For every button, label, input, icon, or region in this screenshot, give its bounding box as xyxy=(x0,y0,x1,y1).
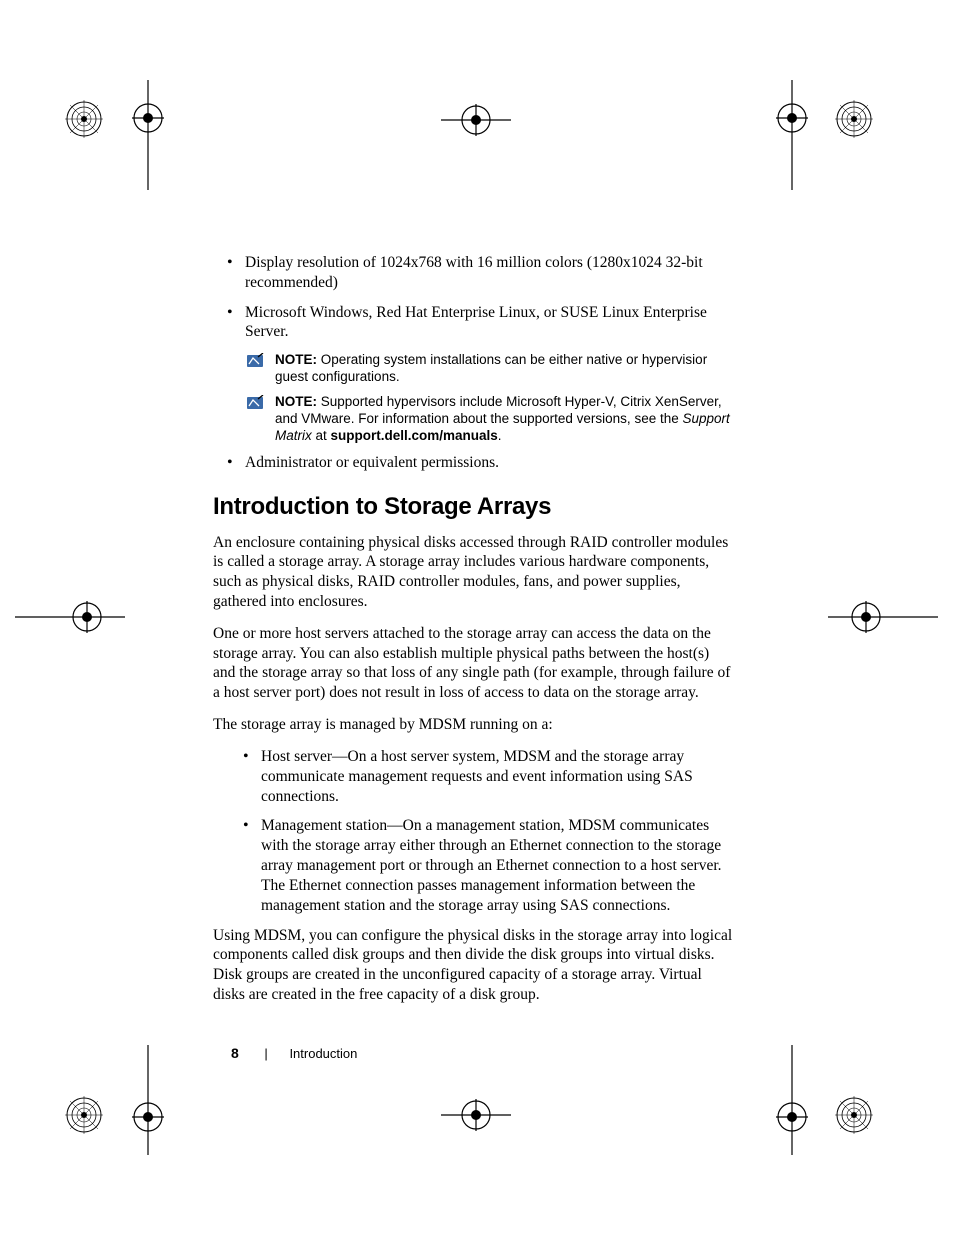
body-paragraph: Using MDSM, you can configure the physic… xyxy=(213,926,735,1005)
regmark-top-right-cross xyxy=(762,80,822,190)
regmark-bot-left-cross xyxy=(118,1045,178,1155)
regmark-top-left-cross xyxy=(118,80,178,190)
regmark-bot-left-target xyxy=(65,1096,103,1134)
note-icon xyxy=(247,353,265,367)
sub-bullet-item: Host server—On a host server system, MDS… xyxy=(213,747,735,806)
regmark-bot-mid-cross xyxy=(441,1088,511,1143)
footer-separator: | xyxy=(264,1046,267,1061)
note-text: Supported hypervisors include Microsoft … xyxy=(275,394,722,426)
regmark-top-mid-cross xyxy=(441,93,511,148)
regmark-top-left-target xyxy=(65,100,103,138)
note-block: NOTE: Operating system installations can… xyxy=(213,352,735,386)
regmark-bot-right-cross xyxy=(762,1045,822,1155)
body-paragraph: One or more host servers attached to the… xyxy=(213,624,735,703)
note-bold: support.dell.com/manuals xyxy=(331,428,498,443)
bullet-item: Microsoft Windows, Red Hat Enterprise Li… xyxy=(213,303,735,343)
footer-chapter: Introduction xyxy=(289,1046,357,1061)
note-text: . xyxy=(498,428,502,443)
note-text: Operating system installations can be ei… xyxy=(275,352,707,384)
bullet-item: Administrator or equivalent permissions. xyxy=(213,453,735,473)
sub-bullet-list: Host server—On a host server system, MDS… xyxy=(213,747,735,916)
regmark-top-right-target xyxy=(835,100,873,138)
page-footer: 8 | Introduction xyxy=(231,1045,357,1061)
note-icon xyxy=(247,395,265,409)
regmark-mid-left-cross xyxy=(15,582,125,652)
note-block: NOTE: Supported hypervisors include Micr… xyxy=(213,394,735,445)
sub-bullet-item: Management station—On a management stati… xyxy=(213,816,735,915)
note-label: NOTE: xyxy=(275,394,317,409)
page-body: Display resolution of 1024x768 with 16 m… xyxy=(213,253,735,1017)
body-paragraph: The storage array is managed by MDSM run… xyxy=(213,715,735,735)
bullet-item: Display resolution of 1024x768 with 16 m… xyxy=(213,253,735,293)
section-heading: Introduction to Storage Arrays xyxy=(213,493,735,521)
regmark-mid-right-cross xyxy=(828,582,938,652)
body-paragraph: An enclosure containing physical disks a… xyxy=(213,533,735,612)
note-text: at xyxy=(312,428,331,443)
note-label: NOTE: xyxy=(275,352,317,367)
regmark-bot-right-target xyxy=(835,1096,873,1134)
page-number: 8 xyxy=(231,1045,239,1061)
req-bullet-list: Display resolution of 1024x768 with 16 m… xyxy=(213,253,735,342)
req-bullet-list-2: Administrator or equivalent permissions. xyxy=(213,453,735,473)
